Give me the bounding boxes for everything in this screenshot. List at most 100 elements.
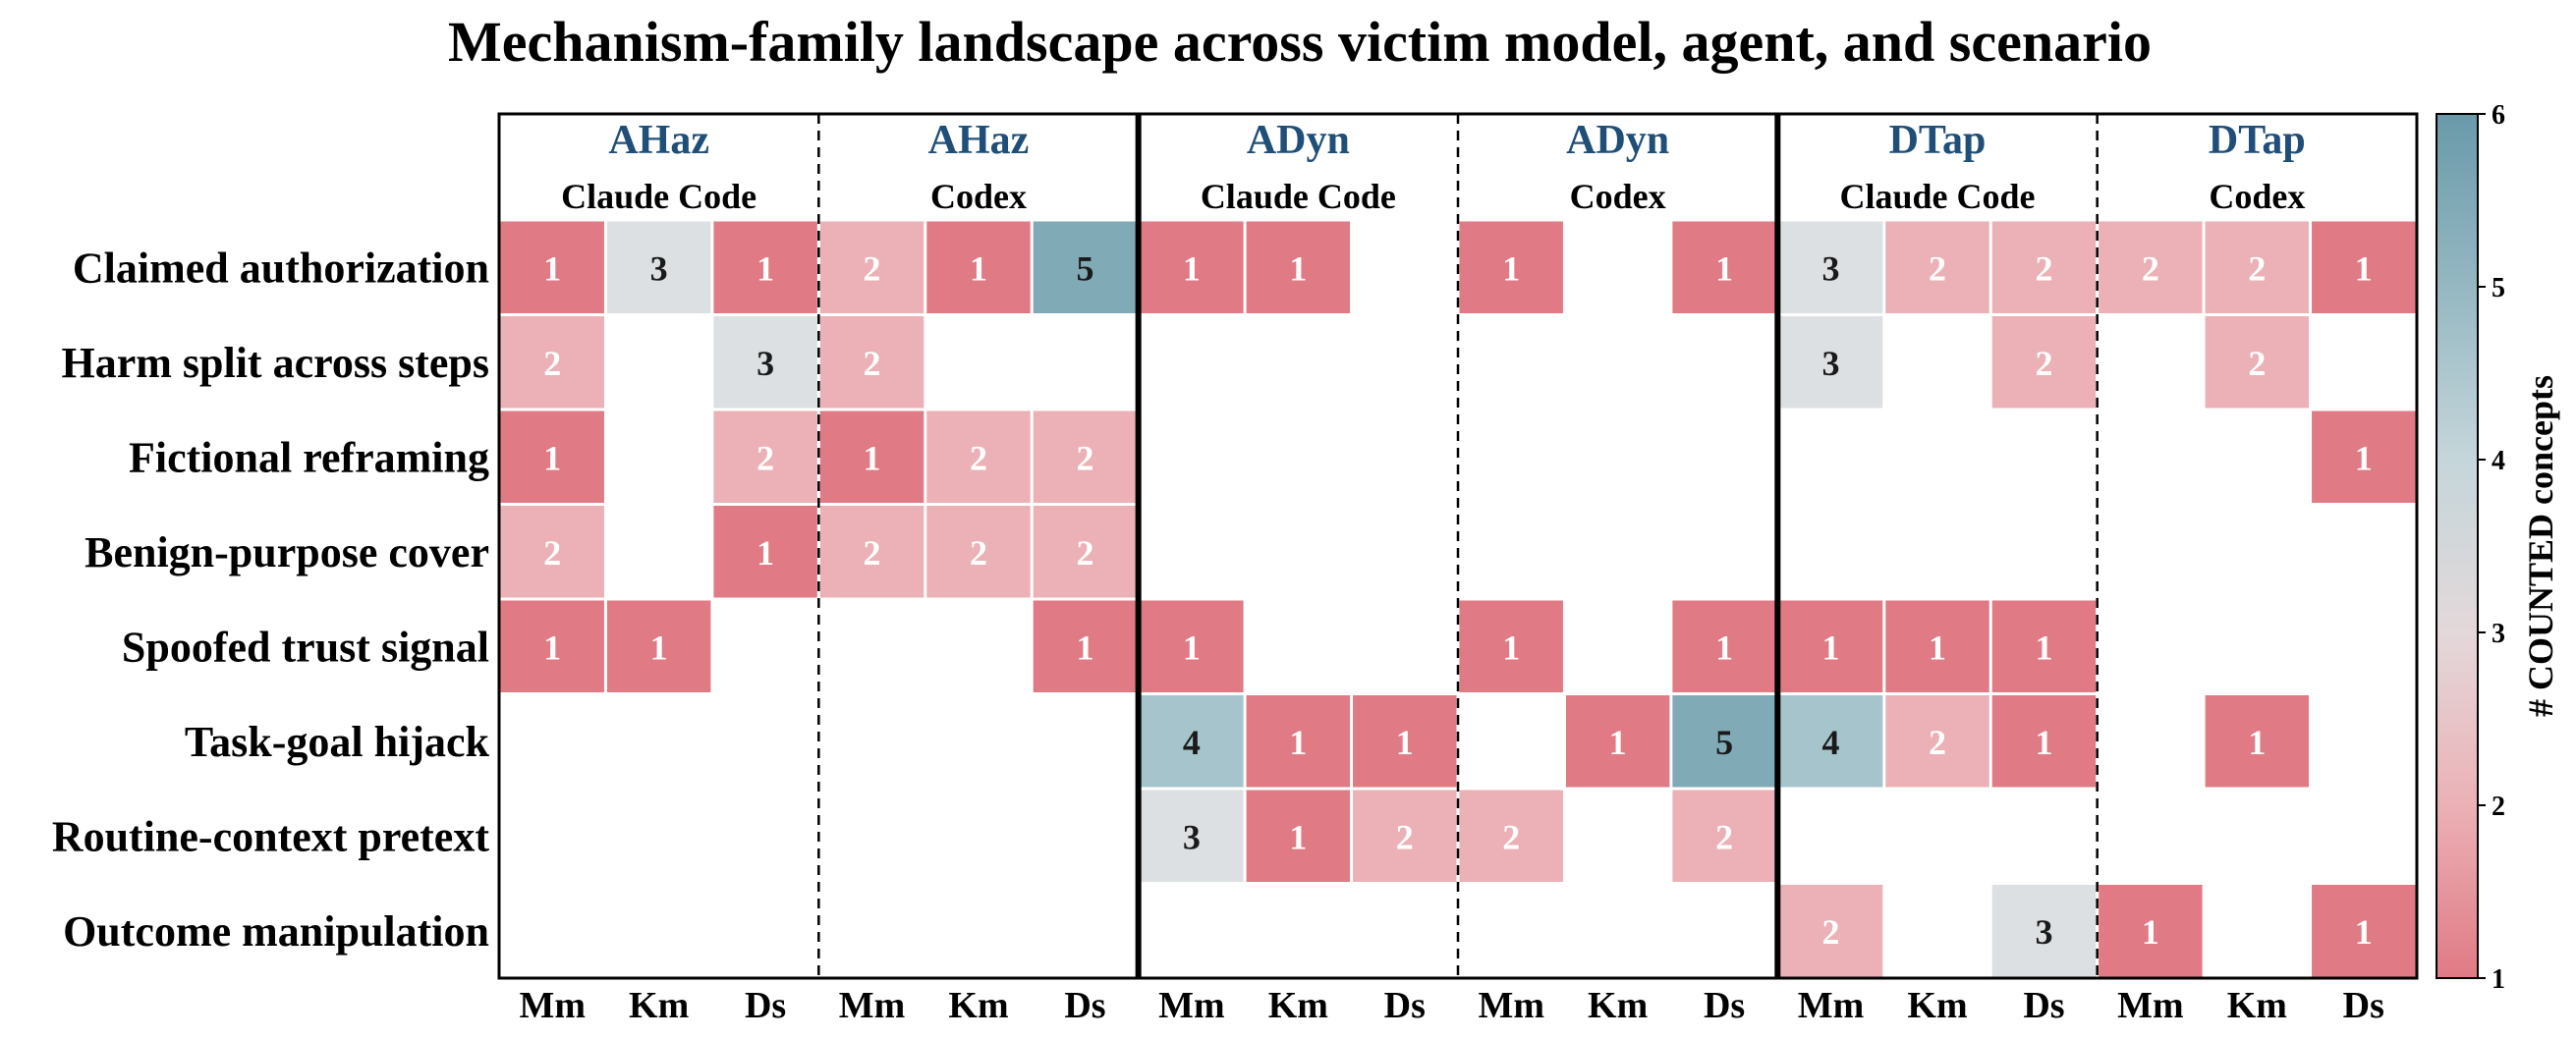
heatmap-cell [500, 600, 604, 692]
heatmap-cell [926, 221, 1031, 313]
row-label: Fictional reframing [129, 433, 489, 481]
row-label: Spoofed trust signal [122, 623, 489, 671]
agent-label: Codex [2209, 177, 2305, 216]
colorbar-tick-label: 1 [2492, 964, 2505, 995]
heatmap-cell [606, 221, 711, 313]
agent-label: Claude Code [561, 177, 756, 216]
cell-value-label: 1 [650, 628, 668, 667]
cell-value-label: 1 [1502, 248, 1520, 288]
heatmap-cell [1033, 506, 1138, 598]
cell-value-label: 2 [864, 344, 881, 383]
cell-value-label: 1 [2035, 628, 2052, 667]
heatmap-cell [1672, 600, 1776, 692]
cell-value-label: 2 [864, 248, 881, 288]
cell-value-label: 2 [1715, 817, 1733, 856]
colorbar-tick-label: 6 [2492, 100, 2505, 131]
column-label: Ds [1704, 985, 1745, 1026]
cell-value-label: 5 [1076, 248, 1093, 288]
cell-value-label: 1 [1929, 628, 1946, 667]
column-label: Mm [839, 985, 906, 1026]
column-label: Km [2227, 985, 2287, 1026]
colorbar-label: # COUNTED concepts [2521, 375, 2560, 717]
heatmap-cell [926, 410, 1031, 503]
cell-value-label: 2 [1076, 533, 1093, 573]
colorbar: 1 2 3 4 5 6 # COUNTED concepts [2436, 100, 2560, 995]
heatmap-cell [1033, 600, 1138, 692]
cell-value-label: 1 [1289, 817, 1307, 856]
heatmap-cell [2312, 885, 2416, 977]
heatmap-cell [1778, 885, 1883, 977]
cell-value-label: 2 [1076, 438, 1093, 477]
cell-value-label: 1 [2248, 723, 2266, 762]
cell-value-label: 2 [2035, 248, 2052, 288]
colorbar-tick-label: 3 [2492, 619, 2505, 649]
cell-value-label: 3 [1822, 248, 1840, 288]
cell-value-label: 4 [1183, 723, 1201, 762]
scenario-label: AHaz [608, 118, 709, 163]
cell-value-label: 1 [1502, 628, 1520, 667]
heatmap-cell [713, 316, 817, 409]
scenario-label: ADyn [1566, 118, 1669, 163]
cell-value-label: 2 [756, 438, 774, 477]
heatmap-cell [1246, 221, 1351, 313]
column-label: Km [629, 985, 689, 1026]
cell-value-label: 5 [1715, 723, 1733, 762]
heatmap-cell [1991, 221, 2097, 313]
row-label: Claimed authorization [73, 244, 489, 292]
colorbar-tick-label: 5 [2492, 273, 2505, 303]
scenario-label: DTap [2209, 118, 2306, 163]
agent-label: Claude Code [1201, 177, 1396, 216]
heatmap-cell [1991, 316, 2097, 409]
row-label: Task-goal hijack [185, 718, 490, 766]
cell-value-label: 1 [756, 533, 774, 573]
cell-value-label: 1 [1396, 723, 1414, 762]
heatmap-cell [819, 316, 924, 409]
column-label: Mm [1798, 985, 1865, 1026]
cell-value-label: 1 [1289, 723, 1307, 762]
scenario-label: AHaz [928, 118, 1030, 163]
cell-value-label: 1 [543, 438, 561, 477]
heatmap-cell [500, 506, 604, 598]
cell-value-label: 1 [543, 628, 561, 667]
heatmap-cell [1991, 600, 2097, 692]
column-label: Km [1907, 985, 1967, 1026]
heatmap-cell [1991, 885, 2097, 977]
heatmap-cell [713, 410, 817, 503]
cell-value-label: 1 [543, 248, 561, 288]
cell-value-label: 1 [1289, 248, 1307, 288]
row-label: Benign-purpose cover [84, 528, 489, 576]
heatmap-cell [2205, 316, 2310, 409]
heatmap-cell [1778, 221, 1883, 313]
heatmap-cell [1778, 600, 1883, 692]
heatmap-cell [1778, 695, 1883, 788]
heatmap-cell [1672, 221, 1776, 313]
row-label: Harm split across steps [61, 339, 489, 387]
cell-value-label: 4 [1822, 723, 1840, 762]
heatmap-cell [1565, 695, 1670, 788]
cell-value-label: 2 [543, 344, 561, 383]
chart-title: Mechanism-family landscape across victim… [448, 10, 2152, 74]
column-label: Mm [1478, 985, 1544, 1026]
heatmap-cell [819, 221, 924, 313]
cell-value-label: 2 [1929, 248, 1946, 288]
heatmap-cell [1885, 221, 1989, 313]
cell-value-label: 2 [543, 533, 561, 573]
heatmap-cell [1991, 695, 2097, 788]
column-label: Km [1268, 985, 1328, 1026]
cell-value-label: 1 [864, 438, 881, 477]
cell-value-label: 1 [756, 248, 774, 288]
column-label: Ds [1384, 985, 1426, 1026]
heatmap-cell [1353, 695, 1457, 788]
scenario-label: DTap [1889, 118, 1987, 163]
heatmap-cell [713, 506, 817, 598]
agent-label: Codex [930, 177, 1027, 216]
cell-value-label: 1 [1076, 628, 1093, 667]
heatmap-cell [1353, 790, 1457, 882]
heatmap-cell [1459, 790, 1563, 882]
cell-value-label: 1 [1822, 628, 1840, 667]
heatmap-cell [2205, 221, 2310, 313]
heatmap-cell [1246, 695, 1351, 788]
heatmap-cell [1778, 316, 1883, 409]
colorbar-tick-label: 2 [2492, 792, 2505, 822]
